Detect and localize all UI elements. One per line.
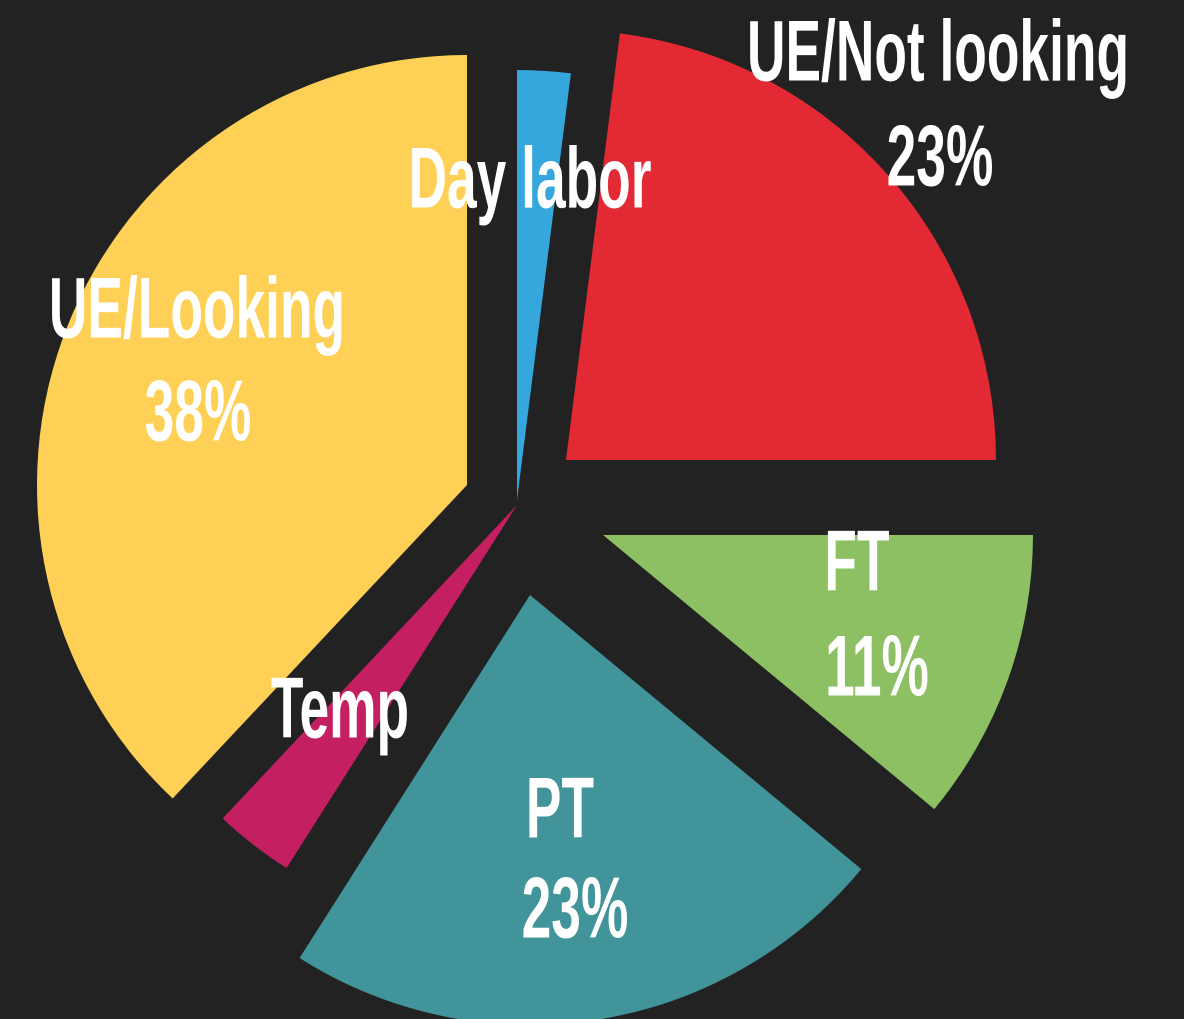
slice-label: Temp xyxy=(271,661,409,757)
value-label: 23% xyxy=(887,109,994,205)
slice-label: UE/Looking xyxy=(49,261,345,357)
slice-label: Day labor xyxy=(409,131,652,227)
slice-label: PT xyxy=(526,761,594,857)
value-label: 23% xyxy=(522,861,629,957)
pie-slice xyxy=(36,55,467,799)
value-label: 11% xyxy=(825,619,929,715)
value-label: 38% xyxy=(145,364,252,460)
pie-slice xyxy=(566,33,997,460)
slice-label: FT xyxy=(824,514,889,610)
pie-slice xyxy=(517,70,571,500)
pie-slice xyxy=(222,505,517,869)
pie-slice xyxy=(299,595,862,1019)
slice-label: UE/Not looking xyxy=(747,4,1129,100)
pie-slice xyxy=(603,535,1033,810)
